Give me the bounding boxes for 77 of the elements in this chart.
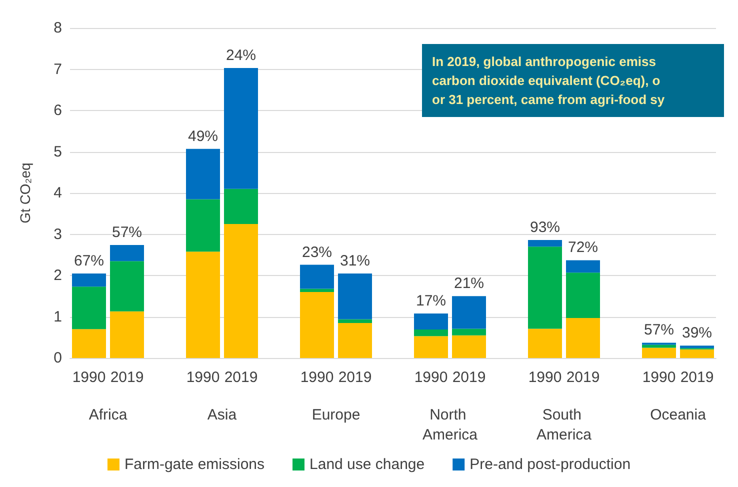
y-tick-label: 4 [54,184,62,202]
bar [452,335,486,358]
bar [338,322,372,358]
legend-label: Land use change [310,456,425,473]
bar [224,68,258,189]
bar [680,349,714,358]
y-tick-label: 1 [54,308,62,326]
annotation: 57% [644,322,674,339]
annotation: 23% [302,244,332,261]
bar [72,273,106,287]
y-tick-label: 2 [54,267,62,284]
x-tick-label: 1990 [528,369,562,386]
bar [566,260,600,273]
bar [110,311,144,358]
x-tick-label: 2019 [680,369,714,386]
y-tick-label: 5 [54,143,62,160]
x-tick-label: 2019 [566,369,600,386]
annotation: 21% [454,275,484,292]
annotation: 49% [188,128,218,145]
bar [528,328,562,358]
bar [680,346,714,348]
x-tick-label: 1990 [300,369,334,386]
annotation: 93% [530,219,560,236]
y-axis-title: Gt CO₂eq [17,162,33,224]
bar [186,252,220,358]
y-tick-label: 8 [54,20,62,36]
x-tick-label: 2019 [338,369,372,386]
text: Europe [312,406,360,424]
legend-label: Pre-and post-production [470,456,631,473]
annotation: 72% [568,239,598,256]
bar [300,288,334,292]
text: South America [536,406,592,444]
bar [224,224,258,358]
annotation: 67% [74,252,104,270]
annotation: 17% [416,292,446,310]
annotation: 57% [112,224,142,241]
text: North America [422,406,478,444]
bar [642,348,676,358]
bar [566,272,600,318]
bar [72,286,106,330]
x-tick-label: 2019 [224,369,258,386]
bar [414,313,448,330]
text-box: In 2019, global anthropogenic emiss carbon dioxide equivalent (CO₂eq), o or 31 percent, came from agri-food sy [422,44,724,117]
x-tick-label: 1990 [642,369,676,386]
bar [72,329,106,358]
annotation: 31% [340,252,370,270]
bar [566,318,600,358]
legend-label: Farm-gate emissions [124,456,265,473]
text: Oceania [650,406,707,424]
y-tick-label: 3 [54,226,62,243]
bar [528,246,562,329]
bar [528,240,562,247]
bar [300,264,334,289]
y-tick-label: 6 [54,102,62,119]
bar [414,336,448,358]
bar [452,328,486,336]
bar [338,273,372,320]
bar [186,199,220,252]
x-tick-label: 1990 [72,369,106,386]
text: Asia [207,406,238,424]
bar [414,330,448,336]
annotation: 24% [226,47,256,64]
x-tick-label: 2019 [110,369,144,386]
bar [224,188,258,224]
x-tick-label: 1990 [186,369,220,386]
x-tick-label: 2019 [452,369,486,386]
y-tick-label: 0 [54,350,62,366]
bar [338,319,372,323]
x-tick-label: 1990 [414,369,448,386]
bar [186,148,220,200]
bar [452,296,486,329]
text: Africa [88,406,128,424]
annotation: 39% [682,324,712,342]
y-tick-label: 7 [54,60,62,78]
bar [300,292,334,358]
bar [110,244,144,262]
bar [110,261,144,312]
